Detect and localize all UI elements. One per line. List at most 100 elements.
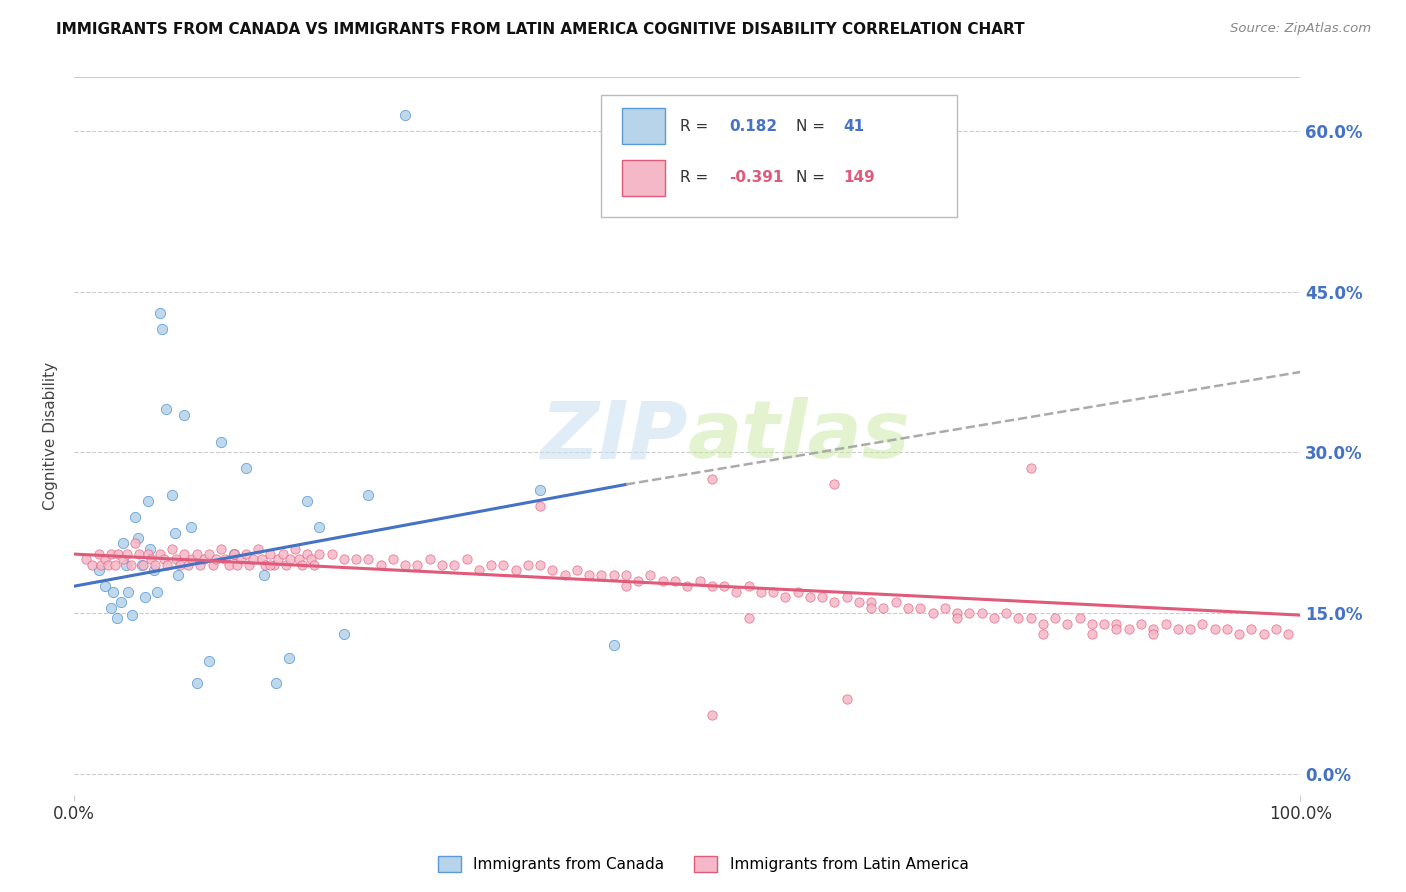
Bar bbox=[623, 108, 665, 145]
Point bbox=[762, 584, 785, 599]
Point bbox=[235, 547, 257, 561]
Point bbox=[614, 579, 637, 593]
Point bbox=[222, 547, 245, 561]
Point bbox=[247, 541, 270, 556]
Point bbox=[799, 590, 821, 604]
Point bbox=[1019, 461, 1042, 475]
Point bbox=[456, 552, 478, 566]
Point bbox=[87, 547, 110, 561]
Point bbox=[169, 558, 191, 572]
Point bbox=[291, 558, 314, 572]
Point bbox=[75, 552, 97, 566]
Point bbox=[565, 563, 588, 577]
Point bbox=[860, 595, 883, 609]
Point bbox=[860, 600, 883, 615]
Point bbox=[749, 584, 772, 599]
Point bbox=[614, 568, 637, 582]
Point bbox=[134, 590, 156, 604]
Point bbox=[602, 638, 624, 652]
Point bbox=[1178, 622, 1201, 636]
Point bbox=[229, 552, 252, 566]
Point bbox=[1191, 616, 1213, 631]
Point bbox=[149, 547, 172, 561]
Point bbox=[664, 574, 686, 588]
Point bbox=[180, 520, 202, 534]
Point bbox=[1142, 627, 1164, 641]
Point bbox=[186, 675, 208, 690]
Point bbox=[112, 536, 135, 550]
Point bbox=[110, 595, 132, 609]
Point bbox=[516, 558, 538, 572]
Point bbox=[1032, 616, 1054, 631]
Point bbox=[835, 590, 858, 604]
Point bbox=[173, 547, 195, 561]
Point bbox=[811, 590, 834, 604]
Point bbox=[737, 611, 759, 625]
Point bbox=[1092, 616, 1115, 631]
Text: atlas: atlas bbox=[688, 397, 910, 475]
Point bbox=[271, 547, 294, 561]
Point bbox=[152, 552, 174, 566]
Point bbox=[872, 600, 894, 615]
Point bbox=[1105, 622, 1128, 636]
Point bbox=[117, 584, 139, 599]
Point bbox=[1081, 616, 1104, 631]
Point bbox=[1142, 622, 1164, 636]
Y-axis label: Cognitive Disability: Cognitive Disability bbox=[44, 362, 58, 510]
Point bbox=[775, 590, 797, 604]
Point bbox=[284, 541, 307, 556]
Text: -0.391: -0.391 bbox=[728, 170, 783, 186]
Point bbox=[167, 568, 190, 582]
Point bbox=[725, 584, 748, 599]
Point bbox=[201, 558, 224, 572]
Point bbox=[173, 408, 195, 422]
Point bbox=[259, 558, 281, 572]
Point bbox=[640, 568, 662, 582]
Point bbox=[1277, 627, 1299, 641]
Point bbox=[529, 483, 551, 497]
Point bbox=[1056, 616, 1078, 631]
Point bbox=[1105, 616, 1128, 631]
Point bbox=[160, 541, 183, 556]
Point bbox=[198, 654, 221, 668]
Point bbox=[308, 520, 330, 534]
Text: R =: R = bbox=[681, 119, 713, 134]
Point bbox=[295, 547, 318, 561]
Point bbox=[333, 552, 356, 566]
Point bbox=[505, 563, 527, 577]
Point bbox=[193, 552, 215, 566]
Point bbox=[198, 547, 221, 561]
Point bbox=[136, 493, 159, 508]
Point bbox=[357, 552, 380, 566]
Point bbox=[254, 558, 277, 572]
Point bbox=[222, 547, 245, 561]
Point bbox=[578, 568, 600, 582]
Text: N =: N = bbox=[796, 170, 831, 186]
Point bbox=[344, 552, 367, 566]
Point bbox=[1118, 622, 1140, 636]
Point bbox=[357, 488, 380, 502]
Point bbox=[180, 552, 202, 566]
Point bbox=[94, 552, 117, 566]
Point bbox=[848, 595, 870, 609]
Point bbox=[554, 568, 576, 582]
Text: R =: R = bbox=[681, 170, 709, 186]
Point bbox=[103, 584, 125, 599]
Legend: Immigrants from Canada, Immigrants from Latin America: Immigrants from Canada, Immigrants from … bbox=[430, 848, 976, 880]
Point bbox=[139, 541, 162, 556]
Point bbox=[1167, 622, 1189, 636]
Point bbox=[700, 579, 723, 593]
Point bbox=[177, 558, 200, 572]
Point bbox=[419, 552, 441, 566]
Point bbox=[1019, 611, 1042, 625]
Point bbox=[287, 552, 309, 566]
Point bbox=[1007, 611, 1029, 625]
Point bbox=[591, 568, 613, 582]
Point bbox=[995, 606, 1018, 620]
Point bbox=[218, 558, 240, 572]
Point bbox=[190, 558, 212, 572]
Point bbox=[651, 574, 673, 588]
Point bbox=[114, 558, 136, 572]
Point bbox=[107, 547, 129, 561]
Point bbox=[381, 552, 404, 566]
